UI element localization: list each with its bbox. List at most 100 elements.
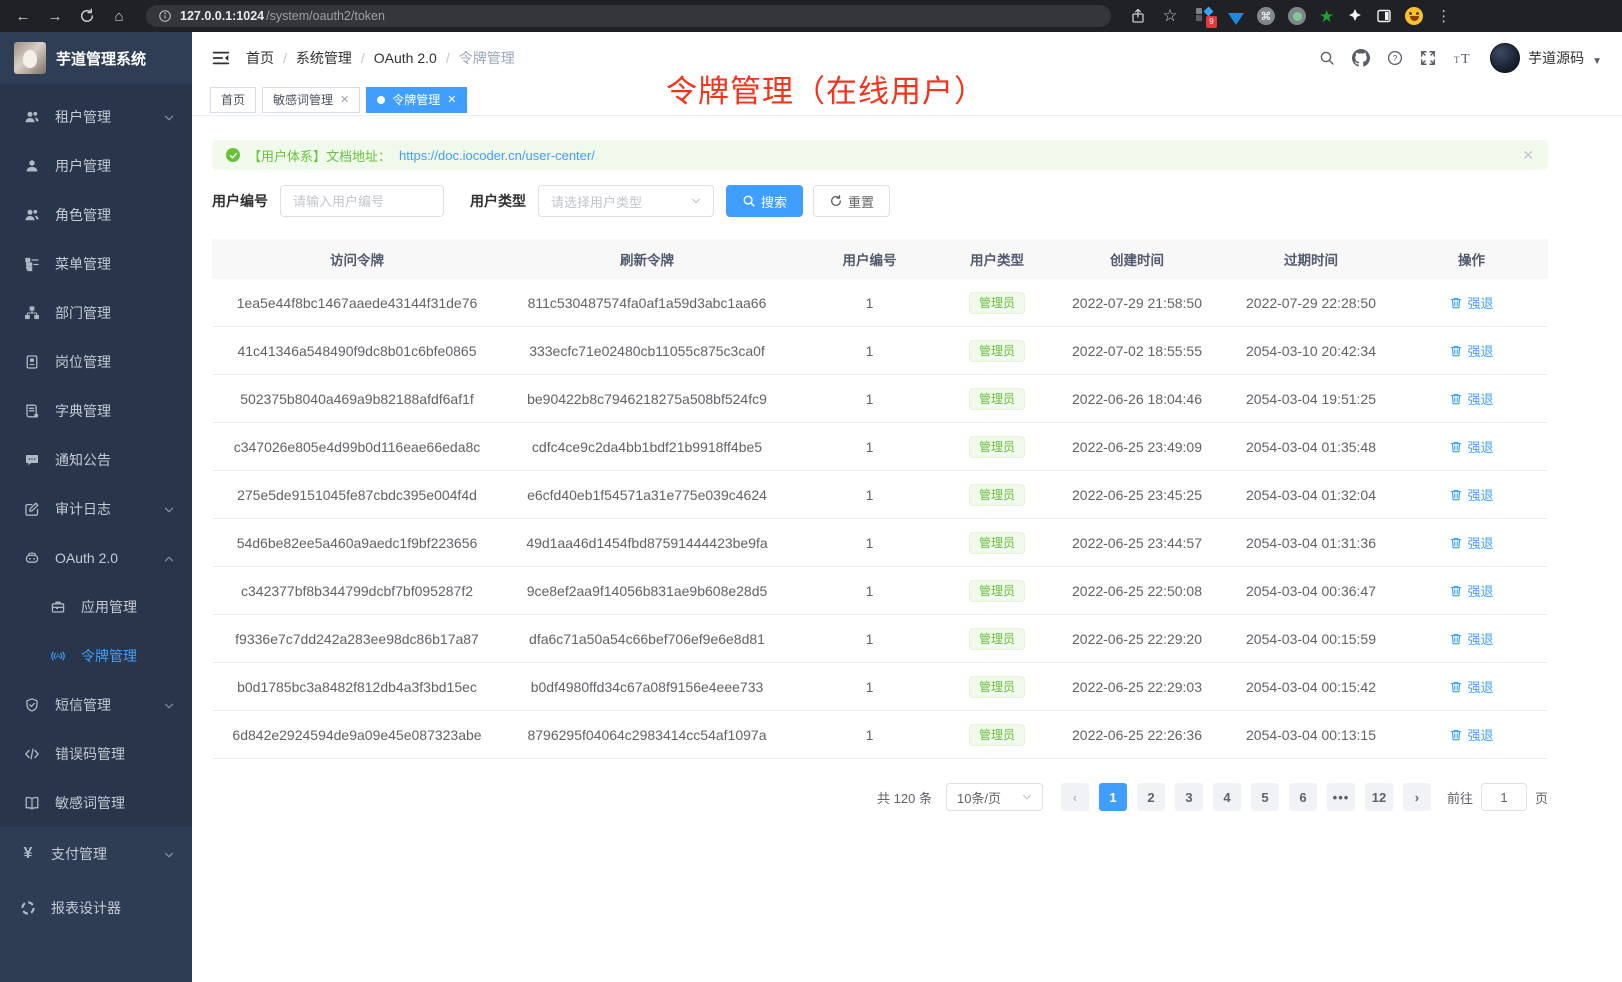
dictionary-icon	[24, 403, 40, 419]
page-button[interactable]: 5	[1250, 783, 1279, 811]
force-logout-button[interactable]: 强退	[1449, 485, 1494, 504]
sidebar-item-post[interactable]: 岗位管理	[0, 337, 192, 386]
sidebar-item-role[interactable]: 角色管理	[0, 190, 192, 239]
page-button[interactable]: 2	[1136, 783, 1165, 811]
sidebar-item-user[interactable]: 用户管理	[0, 141, 192, 190]
tab-home[interactable]: 首页	[210, 86, 257, 113]
extensions-cluster-icon[interactable]: 9	[1195, 5, 1217, 28]
next-page-button[interactable]: ›	[1402, 783, 1431, 811]
user-type-badge: 管理员	[968, 387, 1025, 410]
sidebar-item-pay[interactable]: ¥ 支付管理	[0, 827, 192, 881]
force-logout-button[interactable]: 强退	[1449, 725, 1494, 744]
user-menu[interactable]: 芋道源码 ▼	[1490, 43, 1602, 73]
force-logout-button[interactable]: 强退	[1449, 293, 1494, 312]
address-bar[interactable]: 127.0.0.1:1024/system/oauth2/token	[146, 5, 1111, 27]
app-logo[interactable]: 芋道管理系统	[0, 32, 192, 84]
force-logout-button[interactable]: 强退	[1449, 389, 1494, 408]
breadcrumb-item[interactable]: 首页	[246, 50, 274, 66]
breadcrumb-item[interactable]: 系统管理	[295, 50, 352, 66]
sidebar-item-token[interactable]: A 令牌管理	[0, 631, 192, 680]
sidebar-item-sms[interactable]: 短信管理	[0, 680, 192, 729]
prev-page-button[interactable]: ‹	[1060, 783, 1089, 811]
pinwheel-icon[interactable]	[1347, 7, 1363, 25]
expire-time-cell: 2054-03-10 20:42:34	[1246, 342, 1376, 359]
page-button[interactable]: 1	[1098, 783, 1127, 811]
reset-button-label: 重置	[848, 194, 875, 210]
back-icon[interactable]: ←	[15, 7, 31, 25]
page-button[interactable]: 4	[1212, 783, 1241, 811]
sidebar-item-oauth2[interactable]: OAuth 2.0	[0, 533, 192, 582]
bookmark-star-icon[interactable]: ☆	[1162, 6, 1178, 25]
sidebar-item-errcode[interactable]: 错误码管理	[0, 729, 192, 778]
user-id-input[interactable]	[280, 185, 444, 217]
alert-doc-link[interactable]: https://doc.iocoder.cn/user-center/	[399, 147, 595, 163]
sidebar-item-dept[interactable]: 部门管理	[0, 288, 192, 337]
emoji-avatar-icon[interactable]	[1405, 7, 1424, 25]
github-icon[interactable]	[1352, 49, 1371, 67]
sidebar-item-audit[interactable]: 审计日志	[0, 484, 192, 533]
search-button[interactable]: 搜索	[726, 185, 804, 217]
page-button[interactable]: 12	[1364, 783, 1393, 811]
user-type-select[interactable]: 请选择用户类型	[538, 185, 714, 217]
annotation: 令牌管理（在线用户）	[666, 74, 986, 109]
user-type-cell: 管理员	[947, 471, 1047, 518]
force-logout-button[interactable]: 强退	[1449, 341, 1494, 360]
force-logout-button[interactable]: 强退	[1449, 629, 1494, 648]
force-logout-button[interactable]: 强退	[1449, 581, 1494, 600]
reload-icon[interactable]	[74, 3, 100, 29]
sidebar-item-app[interactable]: 应用管理	[0, 582, 192, 631]
expire-time-cell: 2054-03-04 00:15:59	[1246, 630, 1376, 647]
gem-icon[interactable]	[1228, 13, 1244, 25]
force-logout-button[interactable]: 强退	[1449, 677, 1494, 696]
breadcrumb-item[interactable]: OAuth 2.0	[373, 50, 437, 66]
sidebar-item-sensitiveword[interactable]: 敏感词管理	[0, 778, 192, 827]
page-button[interactable]: 3	[1174, 783, 1203, 811]
kebab-menu-icon[interactable]: ⋮	[1436, 8, 1452, 25]
record-circle-icon[interactable]	[1288, 7, 1306, 25]
forward-icon[interactable]: →	[47, 7, 63, 25]
page-button[interactable]: 6	[1288, 783, 1317, 811]
tab-sensitive-word[interactable]: 敏感词管理 ✕	[262, 86, 361, 113]
command-circle-icon[interactable]: ⌘	[1257, 7, 1275, 25]
close-icon[interactable]: ✕	[1522, 146, 1534, 163]
page-size-select[interactable]: 10条/页	[945, 783, 1043, 811]
trash-icon	[1451, 441, 1462, 452]
chevron-down-icon	[162, 108, 176, 124]
reset-button[interactable]: 重置	[813, 185, 891, 217]
browser-extensions: 9 ⌘ ★ ⋮	[1195, 5, 1452, 28]
close-icon[interactable]: ✕	[447, 94, 457, 106]
action-cell: 强退	[1395, 375, 1548, 422]
home-icon[interactable]: ⌂	[114, 7, 124, 25]
sidebar-item-menu[interactable]: 菜单管理	[0, 239, 192, 288]
sidebar-item-report[interactable]: 报表设计器	[0, 881, 192, 935]
avatar	[1490, 43, 1521, 73]
tab-token[interactable]: 令牌管理 ✕	[366, 86, 468, 113]
user-id-cell: 1	[865, 582, 874, 599]
sidebar-item-dict[interactable]: 字典管理	[0, 386, 192, 435]
close-icon[interactable]: ✕	[340, 94, 350, 106]
sidebar-item-label: 报表设计器	[51, 900, 121, 916]
tab-label: 令牌管理	[392, 93, 441, 107]
green-star-icon[interactable]: ★	[1319, 6, 1335, 26]
refresh-token-cell: b0df4980ffd34c67a08f9156e4eee733	[530, 678, 764, 695]
force-logout-button[interactable]: 强退	[1449, 533, 1494, 552]
table-row: c342377bf8b344799dcbf7bf095287f2 9ce8ef2…	[212, 567, 1548, 615]
goto-page-input[interactable]	[1480, 783, 1527, 811]
more-pages-button[interactable]: •••	[1326, 783, 1355, 811]
fullscreen-icon[interactable]	[1420, 50, 1436, 66]
sidepanel-icon[interactable]	[1376, 7, 1392, 25]
collapse-sidebar-icon[interactable]	[212, 49, 230, 67]
sidebar-item-notice[interactable]: 通知公告	[0, 435, 192, 484]
audit-edit-icon	[24, 501, 40, 517]
sidebar-item-tenant[interactable]: 租户管理	[0, 92, 192, 141]
goto-label: 前往	[1446, 790, 1473, 806]
force-logout-button[interactable]: 强退	[1449, 437, 1494, 456]
share-icon[interactable]	[1125, 3, 1151, 29]
search-icon[interactable]	[1319, 50, 1335, 66]
help-icon[interactable]: ?	[1387, 50, 1403, 66]
user-id-cell: 1	[865, 678, 874, 695]
open-book-icon	[24, 795, 40, 811]
column-header: 操作	[1458, 253, 1485, 268]
sidebar-item-label: OAuth 2.0	[55, 549, 119, 566]
